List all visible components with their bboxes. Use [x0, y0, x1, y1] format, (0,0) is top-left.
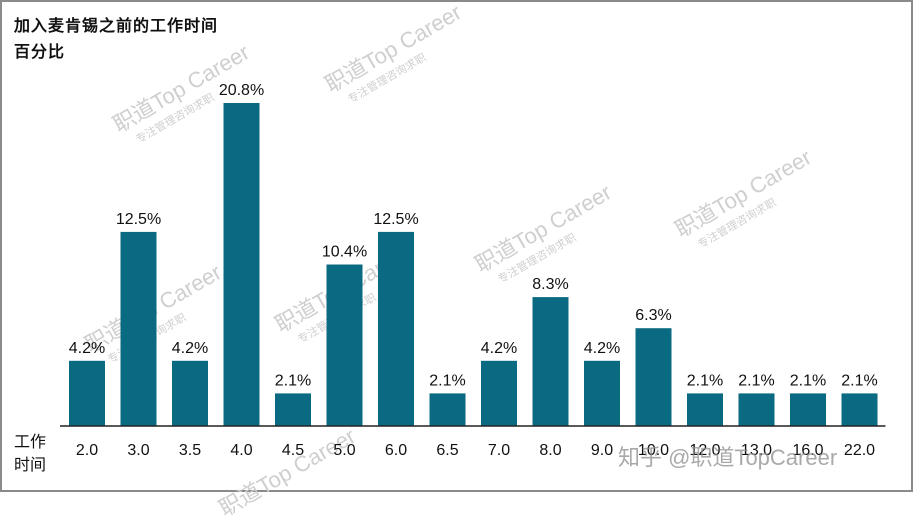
x-tick-label-6.0: 6.0: [385, 442, 407, 459]
x-tick-label-4.0: 4.0: [230, 442, 252, 459]
data-label-13.0: 2.1%: [738, 372, 774, 389]
data-label-3.0: 12.5%: [116, 211, 161, 228]
x-tick-label-9.0: 9.0: [591, 442, 613, 459]
data-label-2.0: 4.2%: [69, 340, 105, 357]
data-label-10.0: 6.3%: [635, 307, 671, 324]
bar-6.5: [429, 393, 466, 426]
bar-12.0: [687, 393, 723, 426]
bar-chart: 4.2% 2.0 12.5% 3.0 4.2% 3.5 20.8% 4.0 2.1% 4.5 10.…: [60, 82, 886, 459]
bar-4.0: [223, 103, 260, 426]
data-label-16.0: 2.1%: [790, 372, 826, 389]
bar-3.5: [172, 360, 208, 426]
bar-10.0: [635, 328, 672, 426]
data-label-12.0: 2.1%: [687, 372, 723, 389]
bar-8.0: [532, 297, 569, 426]
data-label-5.0: 10.4%: [322, 244, 367, 261]
x-axis-label-line2: 时间: [14, 455, 47, 474]
data-label-6.0: 12.5%: [373, 211, 418, 228]
x-tick-label-3.0: 3.0: [127, 442, 149, 459]
bar-2.0: [69, 360, 105, 426]
data-label-8.0: 8.3%: [532, 276, 568, 293]
data-label-4.0: 20.8%: [219, 82, 264, 99]
x-tick-label-7.0: 7.0: [488, 442, 510, 459]
data-label-6.5: 2.1%: [429, 372, 465, 389]
bar-4.5: [275, 393, 311, 426]
x-tick-label-13.0: 13.0: [741, 442, 772, 459]
bar-13.0: [738, 393, 775, 426]
credit-watermark: 知乎 @职道TopCareer: [618, 445, 838, 470]
bar-9.0: [584, 360, 620, 426]
bar-7.0: [481, 360, 517, 426]
data-label-3.5: 4.2%: [172, 340, 208, 357]
bar-6.0: [378, 231, 414, 426]
x-tick-label-8.0: 8.0: [539, 442, 561, 459]
chart-unit-label: 百分比: [14, 42, 66, 61]
x-tick-label-2.0: 2.0: [76, 442, 98, 459]
x-tick-label-4.5: 4.5: [282, 442, 304, 459]
bar-22.0: [841, 393, 878, 426]
x-tick-label-10.0: 10.0: [638, 442, 669, 459]
data-label-22.0: 2.1%: [841, 372, 877, 389]
x-tick-label-6.5: 6.5: [436, 442, 458, 459]
chart-title: 加入麦肯锡之前的工作时间: [14, 16, 219, 35]
bar-3.0: [120, 231, 157, 426]
x-tick-label-22.0: 22.0: [844, 442, 875, 459]
x-tick-label-16.0: 16.0: [792, 442, 823, 459]
data-label-9.0: 4.2%: [584, 340, 620, 357]
x-tick-label-3.5: 3.5: [179, 442, 201, 459]
data-label-7.0: 4.2%: [481, 340, 517, 357]
x-tick-label-5.0: 5.0: [333, 442, 355, 459]
data-label-4.5: 2.1%: [275, 372, 311, 389]
bar-16.0: [790, 393, 826, 426]
x-axis-label-line1: 工作: [14, 432, 47, 451]
x-tick-label-12.0: 12.0: [689, 442, 720, 459]
bar-5.0: [326, 264, 363, 426]
